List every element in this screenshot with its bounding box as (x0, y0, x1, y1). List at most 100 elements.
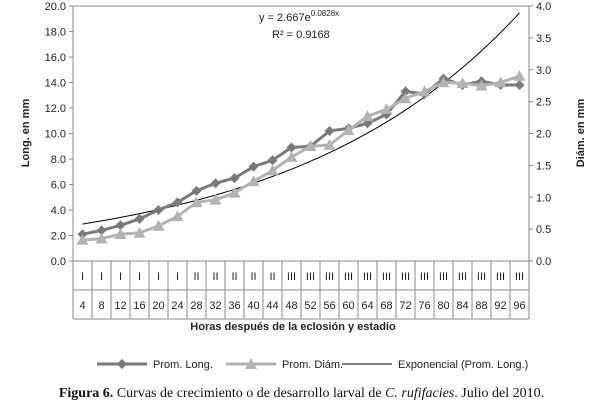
x-stage-label: I (100, 271, 103, 283)
y-tick-label: 14.0 (45, 78, 66, 90)
data-point-diamond (115, 220, 126, 231)
y2-tick-label: 1.0 (536, 192, 551, 204)
x-axis-title: Horas después de la eclosión y estadío (190, 321, 396, 333)
y-tick-label: 16.0 (45, 52, 66, 64)
trendline-equation: y = 2.667e0.0828x R² = 0.9168 (259, 9, 339, 41)
left-axis: 0.0 2.0 4.0 6.0 8.0 10.0 12.0 14.0 16.0 18.0 20.0 (45, 1, 73, 268)
data-point-triangle (190, 196, 203, 208)
x-tick-label: 48 (285, 300, 297, 312)
data-point-triangle (95, 232, 108, 244)
svg-text:y = 2.667e0.0828x: y = 2.667e0.0828x (259, 9, 339, 24)
data-point-triangle (228, 186, 241, 198)
equation-base: y = 2.667e (259, 12, 311, 24)
legend-marker-triangle (245, 358, 257, 369)
x-stage-label: I (176, 271, 179, 283)
legend-label: Exponencial (Prom. Long.) (398, 359, 528, 371)
x-stage-label: III (458, 271, 467, 283)
caption-species: C. rufifacies (385, 386, 455, 401)
y2-axis-title: Diám. en mm (575, 99, 587, 168)
data-point-diamond (191, 185, 202, 196)
legend: Prom. Long. Prom. Diám. Exponencial (Prom.… (97, 358, 528, 371)
series-line (82, 77, 520, 236)
data-point-diamond (248, 161, 259, 172)
y2-tick-label: 2.0 (536, 129, 551, 141)
data-point-triangle (209, 193, 222, 205)
x-stage-label: III (401, 271, 410, 283)
caption-text-before: Curvas de crecimiento o de desarrollo la… (113, 386, 386, 401)
x-stage-label: III (420, 271, 429, 283)
data-point-diamond (267, 155, 278, 166)
y-axis-title: Long. en mm (20, 99, 32, 168)
x-tick-label: 24 (171, 300, 183, 312)
x-stage-label: III (382, 271, 391, 283)
y2-tick-label: 2.5 (536, 97, 551, 109)
data-point-triangle (266, 164, 279, 176)
data-point-triangle (247, 175, 260, 187)
x-tick-label: 96 (513, 300, 525, 312)
x-stage-label: III (363, 271, 372, 283)
x-stage-label: III (496, 271, 505, 283)
x-stage-label: III (515, 271, 524, 283)
x-tick-label: 8 (98, 300, 104, 312)
x-tick-label: 28 (190, 300, 202, 312)
x-stage-label: I (157, 271, 160, 283)
data-point-triangle (342, 124, 355, 136)
data-point-triangle (323, 138, 336, 150)
legend-label: Prom. Diám. (282, 359, 343, 371)
data-point-triangle (152, 219, 165, 231)
x-stage-label: III (477, 271, 486, 283)
y-tick-label: 4.0 (51, 205, 66, 217)
x-tick-label: 84 (456, 300, 468, 312)
y2-tick-label: 0.5 (536, 224, 551, 236)
x-tick-label: 72 (399, 300, 411, 312)
x-stage-label: III (439, 271, 448, 283)
x-stage-label: III (344, 271, 353, 283)
y2-tick-label: 3.0 (536, 65, 551, 77)
x-axis: I I I I I I II II II II II III III III III III III III III… (72, 261, 530, 320)
y-tick-label: 10.0 (45, 129, 66, 141)
data-point-diamond (286, 142, 297, 153)
x-tick-label: 16 (133, 300, 145, 312)
caption-label: Figura 6. (58, 386, 114, 401)
x-tick-label: 92 (494, 300, 506, 312)
caption-text-after: . Julio del 2010. (454, 386, 545, 401)
x-stage-label: II (193, 271, 199, 283)
r-squared-label: R² = 0.9168 (272, 29, 330, 41)
data-point-triangle (437, 76, 450, 88)
x-stage-label: I (138, 271, 141, 283)
x-tick-label: 20 (152, 300, 164, 312)
series-layer (76, 12, 526, 245)
y-tick-label: 0.0 (51, 256, 66, 268)
data-point-triangle (304, 140, 317, 152)
data-point-diamond (96, 225, 107, 236)
x-stage-label: III (287, 271, 296, 283)
data-point-triangle (418, 85, 431, 97)
x-tick-label: 40 (247, 300, 259, 312)
data-point-triangle (456, 77, 469, 88)
x-tick-label: 44 (266, 300, 278, 312)
y-tick-label: 6.0 (51, 180, 66, 192)
x-tick-label: 76 (418, 300, 430, 312)
x-tick-label: 12 (114, 300, 126, 312)
x-stage-label: I (81, 271, 84, 283)
x-tick-label: 32 (209, 300, 221, 312)
data-point-triangle (513, 70, 526, 81)
trendline-path (82, 12, 520, 225)
y-tick-label: 20.0 (45, 1, 66, 13)
legend-item: Prom. Long. (97, 359, 213, 371)
x-tick-label: 60 (342, 300, 354, 312)
x-tick-label: 56 (323, 300, 335, 312)
data-point-triangle (494, 76, 507, 88)
data-point-diamond (210, 178, 221, 189)
y2-tick-label: 3.5 (536, 33, 551, 45)
x-stage-label: I (119, 271, 122, 283)
y2-tick-label: 0.0 (536, 256, 551, 268)
legend-item: Exponencial (Prom. Long.) (342, 359, 528, 371)
data-point-diamond (229, 173, 240, 184)
x-stage-label: II (212, 271, 218, 283)
data-point-diamond (400, 86, 411, 97)
y-tick-label: 8.0 (51, 154, 66, 166)
data-point-triangle (285, 151, 298, 162)
x-tick-label: 64 (361, 300, 373, 312)
data-point-triangle (380, 103, 393, 115)
